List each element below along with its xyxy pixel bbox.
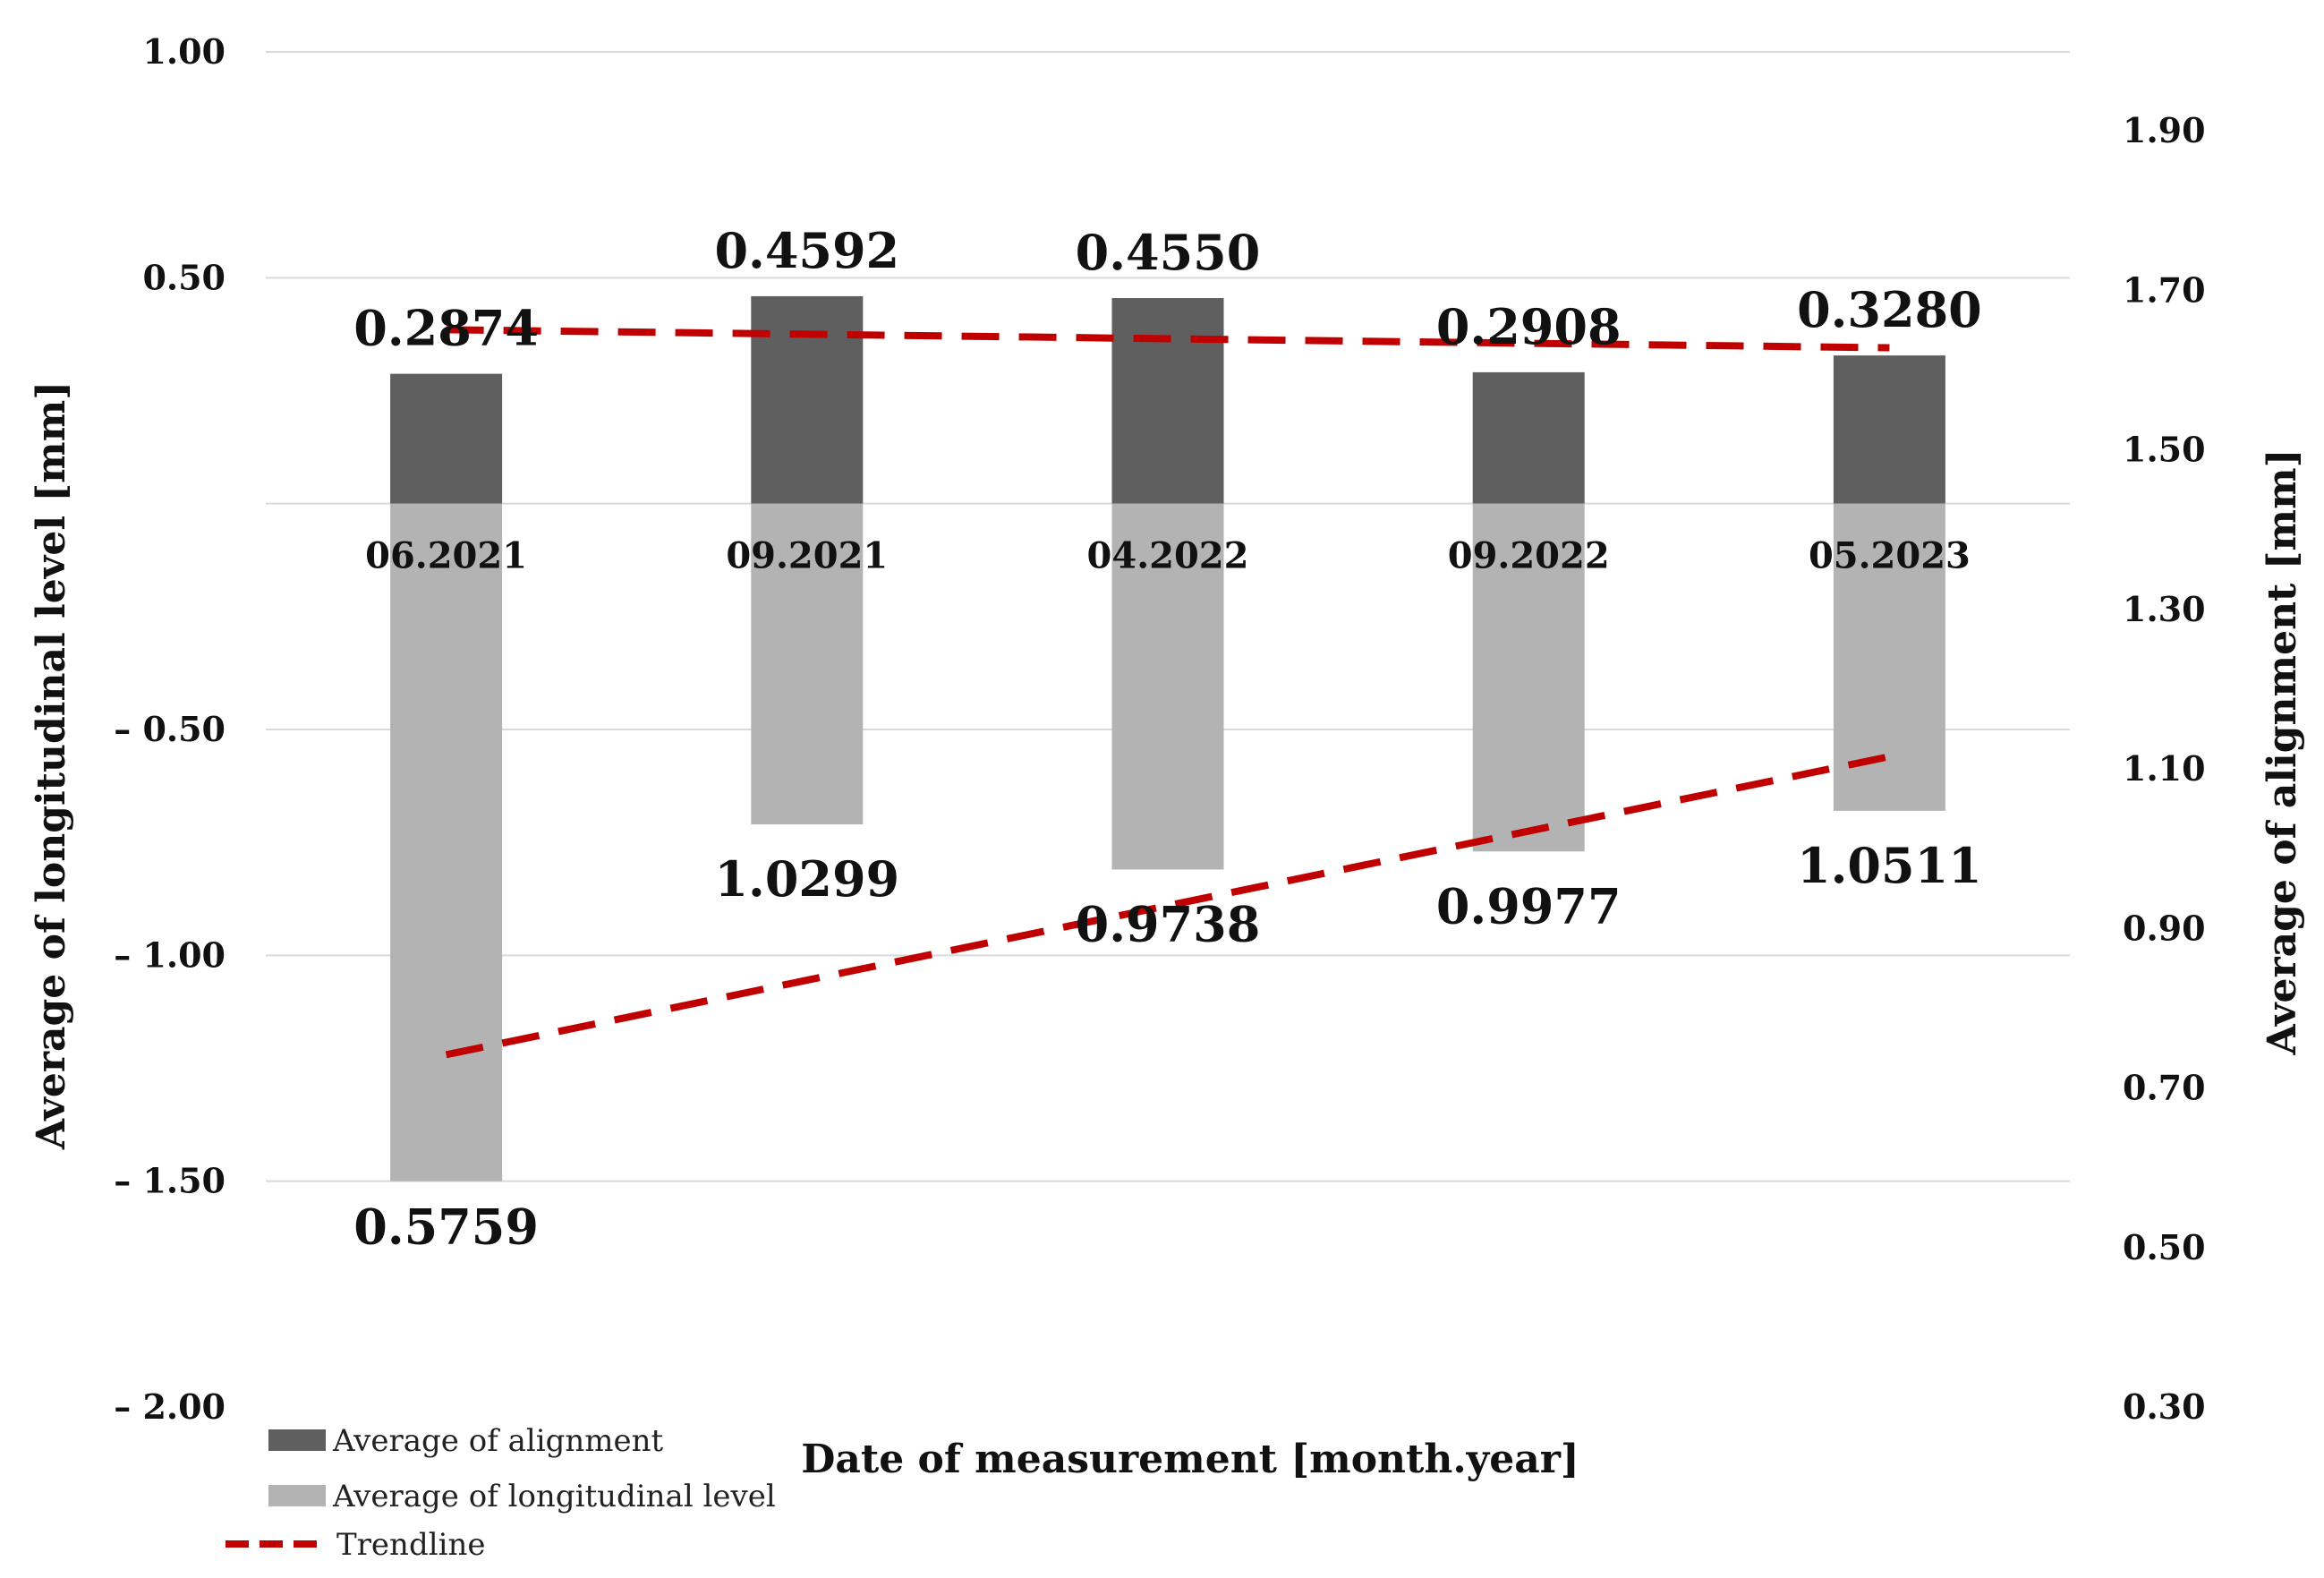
bars <box>390 295 1945 1181</box>
right-tick-5: 0.90 <box>2123 908 2206 948</box>
trendline-1 <box>445 753 1891 1059</box>
bar-series1-4 <box>1833 503 1945 811</box>
left-tick-3: – 1.00 <box>114 934 226 975</box>
right-tick-3: 1.30 <box>2123 589 2206 629</box>
data-label-series0-0: 0.2874 <box>353 300 539 357</box>
data-label-series1-4: 1.0511 <box>1797 837 1982 894</box>
left-tick-2: – 0.50 <box>114 709 226 749</box>
category-label-2: 04.2022 <box>1087 535 1249 577</box>
category-label-1: 09.2021 <box>726 535 888 577</box>
y-axis-title-right: Average of alignment [mm] <box>2260 449 2305 1056</box>
bar-series1-3 <box>1472 503 1585 852</box>
left-tick-1: 0.50 <box>142 257 226 297</box>
legend-label-0: Average of alignment <box>332 1423 664 1459</box>
x-axis-title: Date of measurement [month.year] <box>801 1437 1579 1482</box>
data-label-series1-3: 0.9977 <box>1436 877 1622 934</box>
bar-series1-1 <box>751 503 864 824</box>
trendlines <box>445 326 1891 1059</box>
right-tick-1: 1.70 <box>2123 269 2206 310</box>
bar-series0-2 <box>1111 298 1224 504</box>
bar-series0-3 <box>1472 371 1585 504</box>
data-labels: 0.2874 0.4592 0.4550 0.2908 0.3280 0.5759 1.02… <box>353 222 1981 1256</box>
bar-series0-0 <box>390 373 503 504</box>
left-tick-4: – 1.50 <box>114 1161 226 1201</box>
data-label-series1-1: 1.0299 <box>714 850 899 908</box>
legend-swatch-0 <box>268 1429 326 1451</box>
data-label-series0-1: 0.4592 <box>714 222 899 279</box>
bar-series1-0 <box>390 503 503 1181</box>
category-label-0: 06.2021 <box>365 535 527 577</box>
legend-swatch-1 <box>268 1485 326 1506</box>
data-label-series1-0: 0.5759 <box>353 1198 539 1256</box>
right-tick-7: 0.50 <box>2123 1227 2206 1267</box>
data-label-series0-4: 0.3280 <box>1797 281 1982 338</box>
y-axis-title-left: Average of longitudinal level [mm] <box>29 381 74 1150</box>
right-tick-0: 1.90 <box>2123 110 2206 150</box>
legend-label-2: Trendline <box>336 1527 485 1563</box>
legend: Average of alignment Average of longitudi… <box>226 1423 776 1563</box>
bar-series1-2 <box>1111 503 1224 870</box>
right-tick-6: 0.70 <box>2123 1068 2206 1108</box>
left-axis-ticks: 1.00 0.50 – 0.50 – 1.00 – 1.50 – 2.00 <box>114 31 226 1427</box>
category-label-3: 09.2022 <box>1448 535 1610 577</box>
category-label-4: 05.2023 <box>1809 535 1971 577</box>
data-label-series0-2: 0.4550 <box>1076 224 1261 281</box>
right-tick-4: 1.10 <box>2123 748 2206 789</box>
bar-series0-1 <box>751 295 864 504</box>
data-label-series1-2: 0.9738 <box>1076 895 1261 952</box>
left-tick-5: – 2.00 <box>114 1386 226 1427</box>
data-label-series0-3: 0.2908 <box>1436 298 1622 355</box>
trendline-0 <box>446 326 1890 352</box>
legend-label-1: Average of longitudinal level <box>332 1479 776 1514</box>
right-tick-8: 0.30 <box>2123 1386 2206 1427</box>
category-labels: 06.2021 09.2021 04.2022 09.2022 05.2023 <box>365 535 1971 577</box>
bar-series0-4 <box>1833 355 1945 504</box>
right-tick-2: 1.50 <box>2123 430 2206 470</box>
left-tick-0: 1.00 <box>142 31 226 72</box>
right-axis-ticks: 1.90 1.70 1.50 1.30 1.10 0.90 0.70 0.50 0.30 <box>2123 110 2206 1427</box>
